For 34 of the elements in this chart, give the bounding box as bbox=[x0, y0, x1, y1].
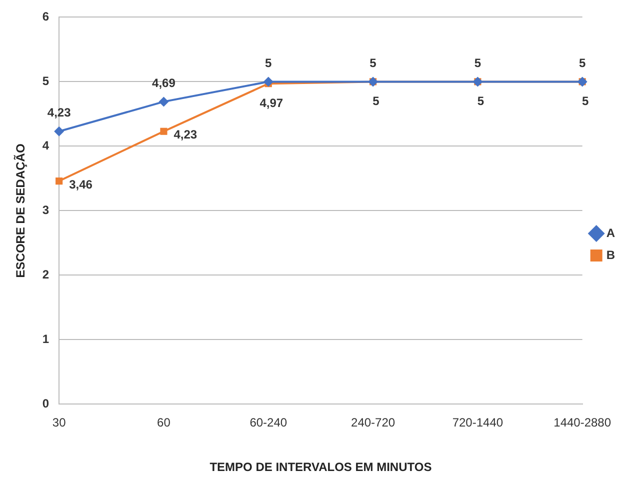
point bbox=[54, 126, 64, 136]
data-label: 5 bbox=[265, 56, 272, 70]
x-tick-label: 720-1440 bbox=[452, 416, 504, 430]
y-tick-label: 1 bbox=[42, 332, 50, 346]
data-label: 3,46 bbox=[69, 177, 93, 192]
point bbox=[263, 76, 274, 87]
point bbox=[160, 128, 168, 135]
y-axis-title: ESCORE DE SEDAÇÃO bbox=[14, 144, 28, 278]
data-label: 5 bbox=[474, 56, 482, 70]
y-tick-label: 3 bbox=[42, 203, 50, 218]
x-tick-label: 60-240 bbox=[250, 416, 288, 430]
x-tick-label: 60 bbox=[157, 416, 171, 430]
y-tick-label: 2 bbox=[42, 268, 50, 282]
legend-label: B bbox=[606, 248, 616, 262]
data-label: 5 bbox=[582, 94, 589, 108]
point bbox=[158, 96, 169, 107]
x-tick-label: 30 bbox=[52, 416, 66, 430]
y-tick-label: 4 bbox=[42, 138, 50, 153]
data-label: 5 bbox=[477, 94, 484, 108]
data-label: 4,23 bbox=[174, 128, 198, 142]
y-tick-label: 0 bbox=[42, 396, 50, 411]
point bbox=[56, 177, 63, 185]
x-axis-title: TEMPO DE INTERVALOS EM MINUTOS bbox=[210, 460, 432, 474]
x-tick-label: 240-720 bbox=[351, 416, 396, 430]
legend-label: A bbox=[606, 226, 616, 240]
data-label: 5 bbox=[372, 94, 380, 108]
y-tick-label: 5 bbox=[42, 74, 50, 88]
data-label: 4,97 bbox=[260, 96, 284, 110]
data-label: 4,69 bbox=[152, 76, 176, 90]
data-label: 4,23 bbox=[47, 106, 72, 120]
data-label: 5 bbox=[578, 56, 586, 70]
x-tick-label: 1440-2880 bbox=[554, 416, 612, 430]
data-label: 5 bbox=[370, 56, 377, 70]
y-tick-label: 6 bbox=[42, 10, 50, 24]
